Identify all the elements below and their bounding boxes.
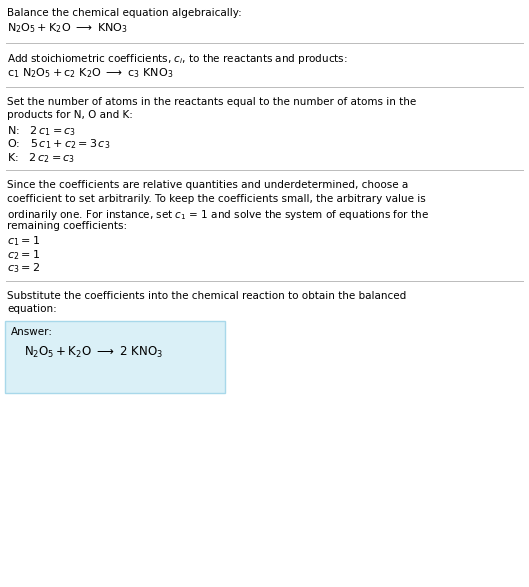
- Text: Add stoichiometric coefficients, $c_i$, to the reactants and products:: Add stoichiometric coefficients, $c_i$, …: [7, 52, 348, 66]
- Text: $\mathrm{c_1\ N_2O_5 + c_2\ K_2O\ \longrightarrow\ c_3\ KNO_3}$: $\mathrm{c_1\ N_2O_5 + c_2\ K_2O\ \longr…: [7, 66, 173, 80]
- Text: ordinarily one. For instance, set $c_1$ = 1 and solve the system of equations fo: ordinarily one. For instance, set $c_1$ …: [7, 207, 429, 221]
- Text: $\mathrm{N_2O_5 + K_2O\ \longrightarrow\ 2\ KNO_3}$: $\mathrm{N_2O_5 + K_2O\ \longrightarrow\…: [23, 345, 163, 360]
- Text: $c_1 = 1$: $c_1 = 1$: [7, 234, 40, 248]
- Text: equation:: equation:: [7, 305, 57, 315]
- Text: Since the coefficients are relative quantities and underdetermined, choose a: Since the coefficients are relative quan…: [7, 180, 408, 191]
- Text: products for N, O and K:: products for N, O and K:: [7, 110, 133, 120]
- Text: coefficient to set arbitrarily. To keep the coefficients small, the arbitrary va: coefficient to set arbitrarily. To keep …: [7, 194, 426, 204]
- Text: Answer:: Answer:: [11, 327, 53, 337]
- Text: $c_3 = 2$: $c_3 = 2$: [7, 261, 40, 275]
- Text: N:   $2\,c_1 = c_3$: N: $2\,c_1 = c_3$: [7, 124, 76, 138]
- Text: Balance the chemical equation algebraically:: Balance the chemical equation algebraica…: [7, 8, 242, 18]
- Text: Set the number of atoms in the reactants equal to the number of atoms in the: Set the number of atoms in the reactants…: [7, 97, 416, 107]
- Text: K:   $2\,c_2 = c_3$: K: $2\,c_2 = c_3$: [7, 151, 75, 165]
- Text: O:   $5\,c_1 + c_2 = 3\,c_3$: O: $5\,c_1 + c_2 = 3\,c_3$: [7, 137, 110, 151]
- Text: Substitute the coefficients into the chemical reaction to obtain the balanced: Substitute the coefficients into the che…: [7, 291, 406, 301]
- Text: remaining coefficients:: remaining coefficients:: [7, 221, 127, 231]
- Text: $c_2 = 1$: $c_2 = 1$: [7, 248, 40, 262]
- Text: $\mathrm{N_2O_5 + K_2O\ \longrightarrow\ KNO_3}$: $\mathrm{N_2O_5 + K_2O\ \longrightarrow\…: [7, 22, 128, 35]
